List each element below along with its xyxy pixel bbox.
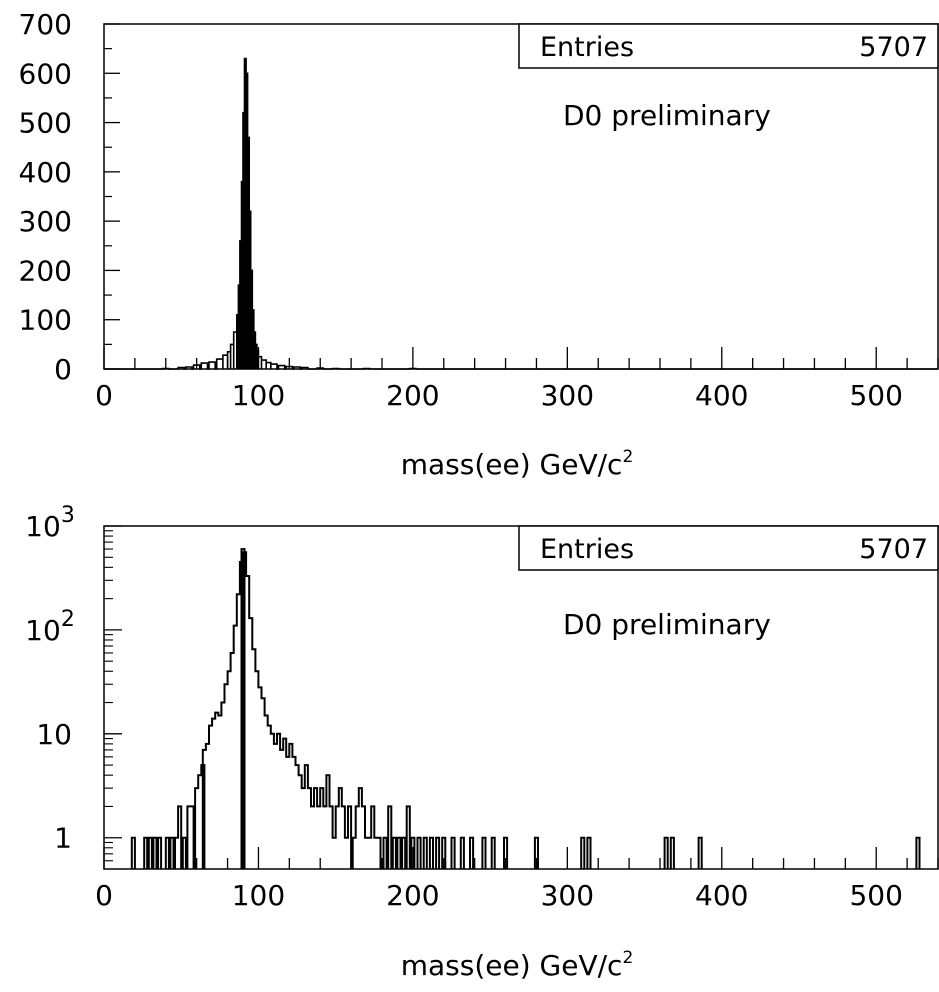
bottom-stats-value: 5707 [859,534,928,565]
top-stats-box [518,23,939,69]
bottom-x-tick-label: 300 [541,879,594,912]
bottom-y-tick-label: 103 [25,503,75,543]
bottom-x-axis-label: mass(ee) GeV/c2 [401,948,634,982]
top-y-tick-label: 0 [54,353,72,386]
top-stats-value: 5707 [859,32,928,63]
top-y-tick-label: 600 [19,57,72,90]
bottom-y-tick-exp: 3 [61,503,75,528]
bottom-y-tick-label: 10 [36,718,72,751]
top-x-axis-label: mass(ee) GeV/c2 [401,447,634,481]
top-y-tick-label: 100 [19,304,72,337]
top-y-tick-label: 400 [19,156,72,189]
top-y-tick-label: 700 [19,8,72,41]
top-x-tick-label: 200 [386,379,439,412]
top-y-axis: 0 100 200 300 400 500 600 700 [19,8,120,386]
bottom-x-tick-label: 400 [695,879,748,912]
top-histogram-line [104,57,938,370]
top-x-tick-label: 500 [849,379,902,412]
bottom-x-axis: 0 100 200 300 400 500 [95,847,939,912]
bottom-histogram-line [130,548,921,869]
bottom-y-tick-label: 102 [25,607,75,647]
top-x-tick-label: 300 [541,379,594,412]
bottom-y-tick-label: 1 [54,822,72,855]
bottom-y-tick-base: 10 [25,614,61,647]
bottom-stats-box [518,525,939,571]
top-x-tick-label: 400 [695,379,748,412]
bottom-y-tick-exp: 2 [61,607,75,632]
bottom-x-tick-label: 100 [232,879,285,912]
bottom-x-axis-label-main: mass(ee) GeV/c [401,949,623,982]
top-stats-label: Entries [540,32,634,63]
top-x-tick-label: 100 [232,379,285,412]
bottom-annotation: D0 preliminary [563,608,771,641]
bottom-x-tick-label: 0 [95,879,113,912]
top-x-tick-label: 0 [95,379,113,412]
bottom-x-tick-label: 200 [386,879,439,912]
bottom-x-axis-label-sup: 2 [622,948,633,968]
bottom-x-tick-label: 500 [849,879,902,912]
top-y-tick-label: 500 [19,107,72,140]
bottom-stats-label: Entries [540,534,634,565]
top-x-axis-label-sup: 2 [622,447,633,467]
top-y-tick-label: 300 [19,205,72,238]
top-annotation: D0 preliminary [563,99,771,132]
top-y-tick-label: 200 [19,254,72,287]
top-plot-frame [103,23,939,370]
top-x-axis-label-main: mass(ee) GeV/c [401,448,623,481]
bottom-y-tick-base: 10 [25,510,61,543]
bottom-plot-frame [103,525,939,870]
top-x-axis: 0 100 200 300 400 500 [95,347,939,412]
